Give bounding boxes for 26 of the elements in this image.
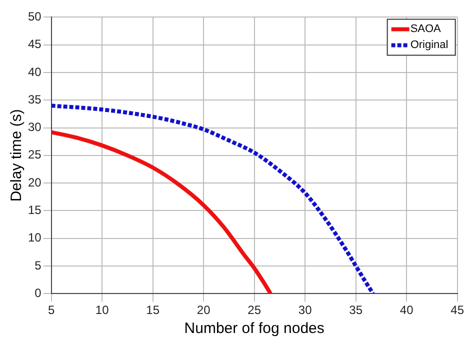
line-series (51, 130, 273, 294)
y-tick-label: 35 (28, 92, 42, 106)
y-tick-label: 40 (28, 64, 42, 79)
y-tick-label: 15 (28, 202, 42, 217)
x-tick-label: 15 (146, 303, 160, 318)
x-tick-label: 5 (48, 303, 56, 318)
y-tick-label: 0 (34, 286, 42, 300)
y-tick-label: 50 (28, 10, 42, 24)
y-tick-label: 20 (28, 175, 42, 190)
y-tick-label: 30 (28, 120, 42, 134)
x-tick-label: 10 (95, 303, 110, 318)
x-tick-label: 20 (196, 303, 211, 318)
y-tick-label: 25 (28, 148, 42, 162)
x-tick-label: 25 (248, 303, 262, 318)
x-axis-title: Number of fog nodes (184, 320, 324, 338)
legend-label: Original (410, 39, 448, 52)
x-tick-label: 40 (400, 303, 414, 318)
x-tick-label: 30 (298, 303, 312, 318)
legend-label: SAOA (410, 23, 442, 36)
y-tick-label: 45 (28, 37, 42, 52)
x-tick-label: 35 (349, 303, 363, 318)
y-tick-label: 10 (28, 230, 42, 245)
line-series (51, 104, 376, 294)
y-tick-label: 5 (34, 258, 42, 272)
x-tick-label: 45 (450, 303, 464, 318)
y-axis-title: Delay time (s) (8, 109, 26, 202)
